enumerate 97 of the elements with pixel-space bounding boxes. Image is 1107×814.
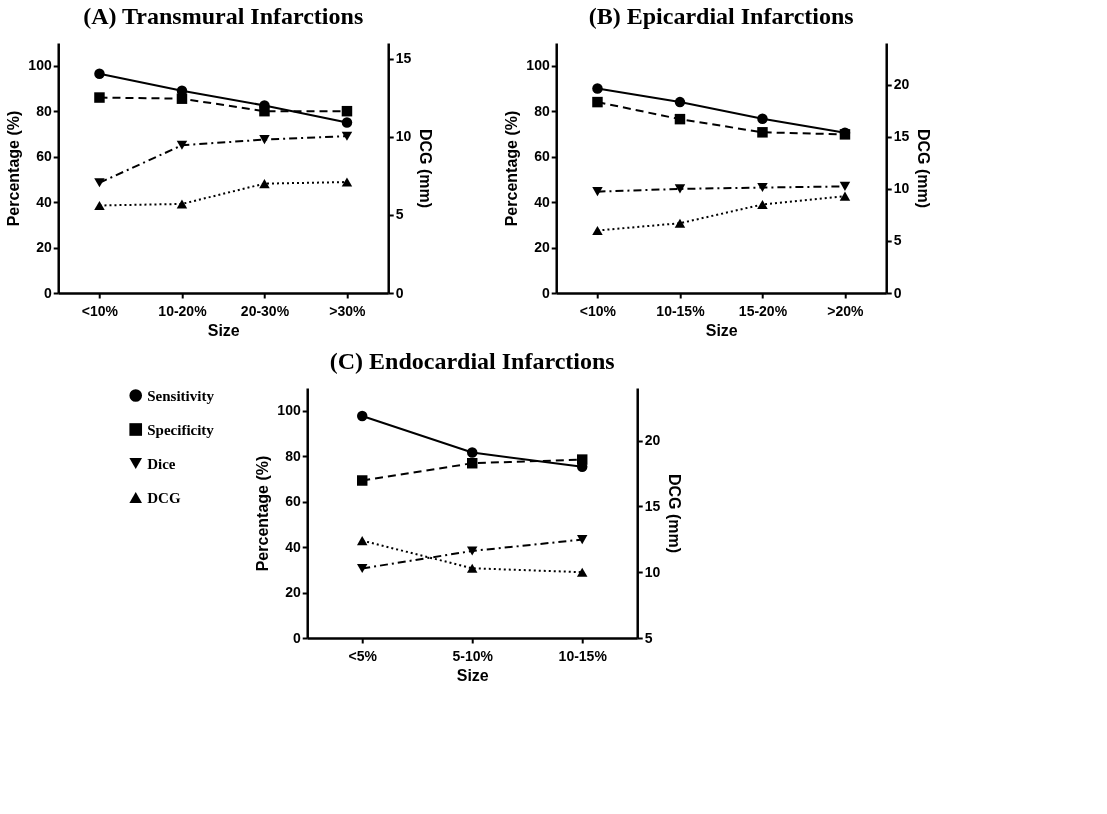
y2-tick-label: 15 — [395, 50, 412, 67]
x-axis-title: Size — [705, 321, 738, 339]
y2-tick-label: 5 — [395, 206, 404, 223]
y-tick-label: 20 — [285, 584, 301, 601]
x-tick-label: 5-10% — [452, 647, 494, 664]
y2-tick-label: 10 — [644, 563, 661, 580]
y2-tick-label: 15 — [893, 128, 910, 145]
point — [674, 184, 686, 194]
y-tick-label: 100 — [277, 402, 301, 419]
point — [757, 183, 768, 193]
y2-tick-label: 5 — [893, 232, 902, 249]
x-tick-label: 20-30% — [240, 302, 290, 319]
y2-axis-title: DCG (mm) — [417, 128, 435, 209]
chart-title: (A) Transmural Infarctions — [83, 3, 364, 29]
point — [466, 563, 478, 573]
y-tick-label: 20 — [36, 239, 52, 256]
point — [341, 131, 353, 141]
chart-title: (B) Epicardial Infarctions — [588, 3, 854, 29]
chart-title: (C) Endocardial Infarctions — [329, 348, 615, 374]
x-tick-label: >20% — [827, 302, 865, 319]
y2-axis-title: DCG (mm) — [666, 473, 684, 554]
point — [592, 225, 603, 236]
x-tick-label: <10% — [81, 302, 119, 319]
point — [356, 563, 368, 573]
point — [757, 113, 768, 124]
y-tick-label: 40 — [285, 538, 301, 555]
point — [259, 135, 270, 145]
y-tick-label: 20 — [534, 239, 550, 256]
point — [839, 191, 851, 201]
y-tick-label: 0 — [292, 629, 301, 646]
point — [466, 546, 478, 556]
point — [674, 218, 686, 228]
legend-label: Dice — [147, 455, 176, 472]
point — [592, 96, 603, 108]
y-tick-label: 40 — [534, 193, 550, 210]
y-tick-label: 60 — [36, 148, 52, 165]
point — [259, 105, 270, 117]
y-axis-title: Percentage (%) — [5, 110, 23, 227]
point — [466, 457, 478, 469]
y2-tick-label: 0 — [893, 284, 902, 301]
y2-tick-label: 0 — [395, 284, 404, 301]
point — [176, 93, 188, 104]
y-tick-label: 80 — [36, 102, 52, 119]
point — [356, 410, 368, 422]
y2-axis-title: DCG (mm) — [915, 128, 933, 209]
point — [341, 177, 353, 187]
y-tick-label: 0 — [541, 284, 550, 301]
y2-tick-label: 5 — [644, 629, 653, 646]
point — [592, 187, 603, 197]
y-tick-label: 0 — [43, 284, 52, 301]
point — [341, 117, 353, 128]
point — [576, 567, 588, 577]
y-tick-label: 40 — [36, 193, 52, 210]
point — [356, 475, 368, 486]
y-axis-title: Percentage (%) — [503, 110, 521, 227]
y-tick-label: 80 — [285, 447, 301, 464]
point — [94, 200, 105, 211]
y-axis-title: Percentage (%) — [254, 455, 272, 572]
x-tick-label: <5% — [348, 647, 378, 664]
y-tick-label: 60 — [285, 493, 301, 510]
y-tick-label: 100 — [526, 57, 550, 74]
point — [757, 199, 768, 209]
x-tick-label: 15-20% — [738, 302, 788, 319]
legend-label: Specificity — [147, 421, 215, 438]
point — [466, 447, 478, 458]
x-tick-label: <10% — [579, 302, 617, 319]
point — [674, 113, 686, 125]
point — [674, 96, 686, 108]
point — [259, 179, 270, 189]
point — [839, 181, 851, 191]
point — [176, 199, 188, 209]
point — [757, 127, 768, 138]
point — [176, 140, 188, 150]
point — [94, 68, 105, 79]
point — [592, 83, 603, 94]
x-tick-label: >30% — [329, 302, 367, 319]
y2-tick-label: 20 — [893, 76, 910, 93]
point — [94, 178, 105, 188]
x-axis-title: Size — [207, 321, 240, 339]
x-axis-title: Size — [456, 666, 489, 684]
y2-tick-label: 10 — [893, 180, 910, 197]
legend-label: DCG — [147, 489, 181, 506]
y2-tick-label: 15 — [644, 497, 661, 514]
legend-label: Sensitivity — [147, 387, 215, 404]
point — [576, 535, 588, 545]
x-tick-label: 10-15% — [558, 647, 608, 664]
y2-tick-label: 10 — [395, 128, 412, 145]
point — [576, 454, 588, 465]
y2-tick-label: 20 — [644, 432, 661, 449]
point — [356, 536, 368, 546]
x-tick-label: 10-20% — [158, 302, 208, 319]
x-tick-label: 10-15% — [656, 302, 706, 319]
point — [94, 92, 105, 103]
y-tick-label: 60 — [534, 148, 550, 165]
point — [341, 105, 353, 117]
y-tick-label: 80 — [534, 102, 550, 119]
y-tick-label: 100 — [28, 57, 52, 74]
